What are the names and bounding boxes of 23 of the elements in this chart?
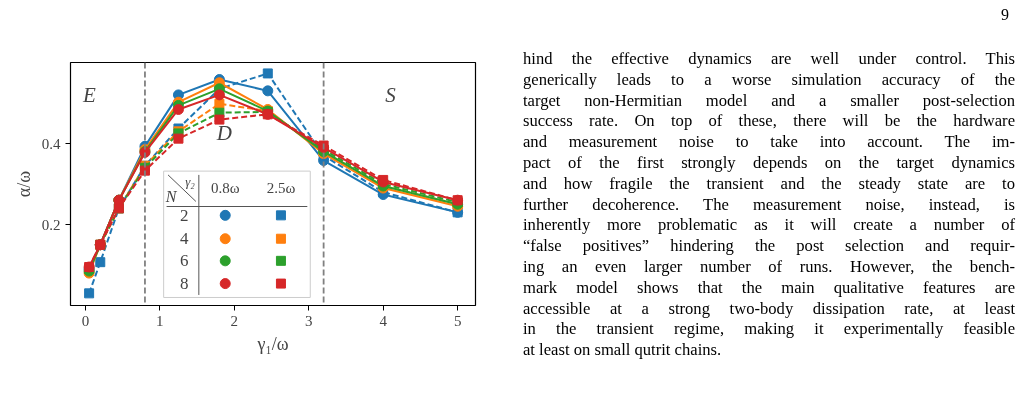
text: 9 xyxy=(1001,5,1009,25)
legend-label: 6 xyxy=(179,251,189,271)
y-tick-label: 0.4 xyxy=(41,135,61,152)
legend-label: 2 xyxy=(179,205,189,225)
annotation: D xyxy=(215,121,232,146)
legend-label: 4 xyxy=(179,229,189,249)
legend-label: 8 xyxy=(179,274,189,294)
x-tick-label: 2 xyxy=(230,312,239,329)
x-tick-label: 1 xyxy=(156,312,164,329)
x-tick-label: 4 xyxy=(379,312,388,329)
annotation: 2.5ω xyxy=(266,179,296,196)
x-tick-label: 3 xyxy=(304,312,313,329)
x-axis-title: γ₁/ω xyxy=(256,333,289,354)
annotation: E xyxy=(82,82,97,107)
text: hind the effective dynamics are well under control. This generically leads to a worse simulation accuracy of the target non-Hermitian model and a smaller post-selection success rate. On top of these, there will be the hardware and measurement noise to take into account. The im- pact of the first strongly depends on the target dynamics and how fragile the transient and the steady state are to further decoherence. The measurement noise, instead, is inherently more problematic as it will create a number of “false positives” hindering the post selection and requir- ing an even larger number of runs. However, the bench- mark model shows that the main qualitative features are accessible at a strong two-body dissipation rate, at least in the transient regime, making it experimentally feasible at least on small qutrit chains. xyxy=(523,49,1015,360)
annotation: S xyxy=(385,82,397,107)
annotation: γ₂ xyxy=(185,173,196,189)
y-axis-title: α/ω xyxy=(13,170,34,198)
x-tick-label: 5 xyxy=(453,312,462,329)
y-tick-label: 0.2 xyxy=(41,216,61,233)
annotation: 0.8ω xyxy=(210,179,240,196)
annotation: N xyxy=(164,187,178,205)
x-tick-label: 0 xyxy=(81,312,90,329)
